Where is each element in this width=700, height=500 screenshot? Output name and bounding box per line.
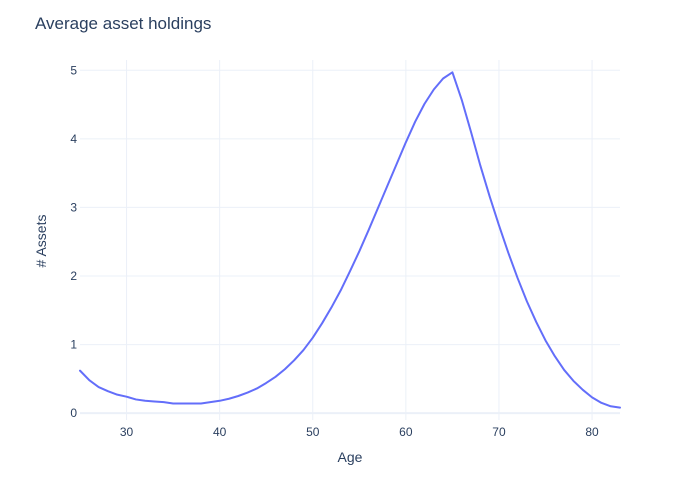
chart-title: Average asset holdings: [35, 14, 211, 33]
x-tick-label: 50: [306, 425, 320, 439]
y-tick-label: 5: [70, 63, 77, 77]
y-tick-label: 1: [70, 338, 77, 352]
x-axis-ticks: 30 40 50 60 70 80: [120, 425, 599, 439]
x-tick-label: 60: [399, 425, 413, 439]
series-line-0: [79, 71, 621, 409]
y-tick-label: 4: [70, 132, 77, 146]
y-tick-label: 2: [70, 269, 77, 283]
x-tick-label: 70: [492, 425, 506, 439]
x-tick-label: 80: [585, 425, 599, 439]
y-tick-label: 3: [70, 200, 77, 214]
series-group: [79, 71, 621, 409]
x-tick-label: 40: [213, 425, 227, 439]
y-axis-ticks: 0 1 2 3 4 5: [70, 63, 77, 420]
x-axis-label: Age: [338, 449, 363, 465]
grid: [80, 60, 620, 420]
y-tick-label: 0: [70, 406, 77, 420]
x-tick-label: 30: [120, 425, 134, 439]
y-axis-label: # Assets: [33, 215, 49, 268]
